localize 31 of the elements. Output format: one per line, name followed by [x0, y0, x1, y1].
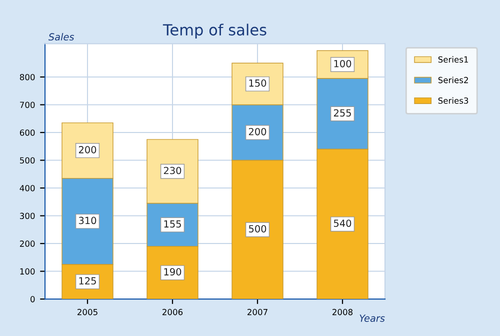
data-label: 190	[164, 268, 182, 276]
data-label: 125	[79, 277, 96, 285]
y-tick-label: 500	[20, 157, 35, 164]
data-label: 200	[78, 146, 96, 154]
y-tick-label: 100	[20, 268, 35, 275]
data-label: 500	[248, 225, 266, 232]
x-axis-title: Years	[360, 314, 385, 322]
legend-label: Series3	[438, 97, 468, 104]
y-tick-label: 600	[20, 129, 35, 136]
data-label: 310	[78, 216, 96, 224]
y-tick-label: 800	[20, 74, 35, 80]
data-label: 255	[334, 109, 351, 117]
chart-title: Temp of sales	[162, 24, 266, 39]
legend-label: Series1	[438, 56, 468, 63]
x-tick-label: 2005	[78, 308, 98, 316]
data-label: 100	[334, 60, 352, 68]
data-label: 155	[164, 220, 181, 228]
data-label: 150	[249, 79, 266, 87]
data-label: 230	[164, 166, 182, 174]
y-tick-label: 300	[20, 212, 35, 220]
y-tick-label: 400	[20, 184, 35, 192]
x-tick-label: 2007	[248, 308, 268, 316]
x-tick-label: 2006	[162, 308, 183, 316]
x-tick-label: 2008	[332, 308, 353, 316]
y-axis-title: Sales	[48, 32, 74, 41]
data-label: 200	[248, 128, 266, 136]
data-label: 540	[334, 220, 352, 227]
y-tick-label: 700	[20, 102, 35, 108]
y-tick-label: 200	[20, 240, 35, 247]
legend-label: Series2	[438, 76, 468, 84]
y-tick-label: 0	[30, 296, 35, 302]
